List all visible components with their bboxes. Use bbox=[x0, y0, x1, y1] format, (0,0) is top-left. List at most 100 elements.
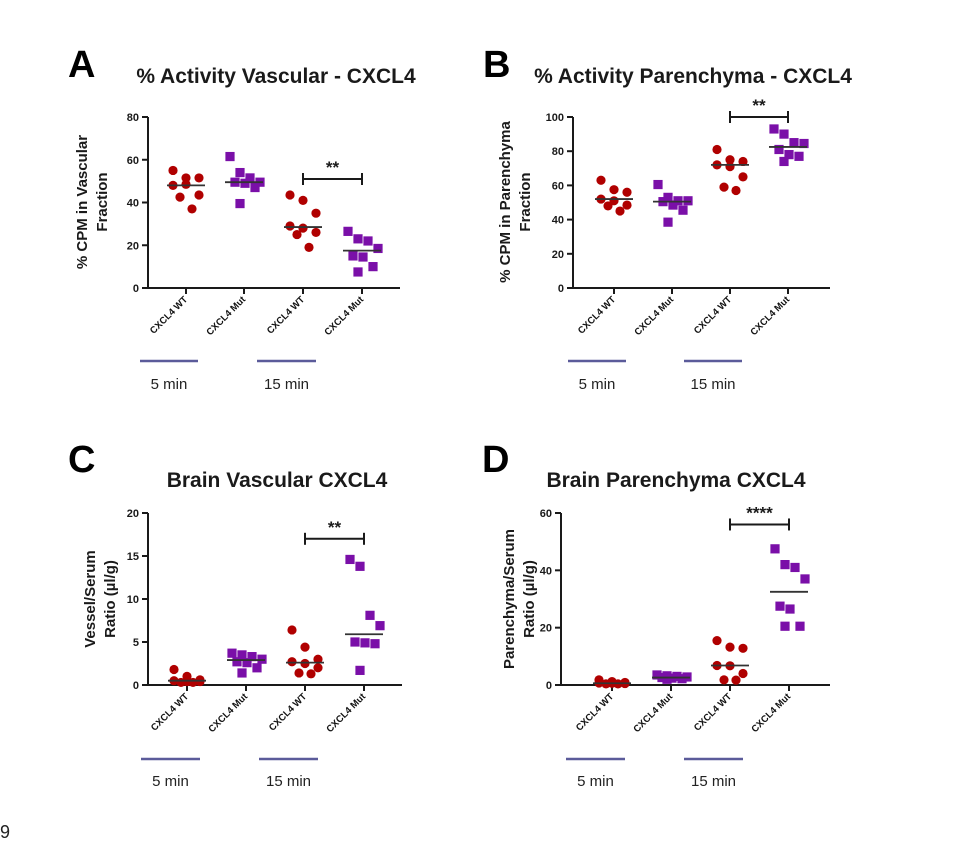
data-point bbox=[169, 664, 179, 675]
chart-title: Brain Vascular CXCL4 bbox=[167, 469, 388, 492]
data-point bbox=[252, 663, 262, 673]
data-point bbox=[358, 252, 368, 262]
y-axis-label: Fraction bbox=[517, 172, 534, 231]
group-label: 5 min bbox=[577, 773, 614, 790]
data-point bbox=[232, 657, 242, 667]
data-point bbox=[794, 151, 804, 161]
x-tick-label: CXCL4 WT bbox=[265, 294, 307, 336]
data-point bbox=[725, 642, 735, 652]
data-point bbox=[795, 621, 805, 631]
x-tick-label: CXCL4 Mut bbox=[323, 294, 367, 338]
data-point bbox=[738, 156, 748, 167]
chart-title: % Activity Parenchyma - CXCL4 bbox=[534, 65, 852, 88]
data-point bbox=[622, 187, 632, 197]
data-point bbox=[725, 161, 735, 172]
x-tick-label: CXCL4 WT bbox=[574, 691, 616, 733]
data-point bbox=[311, 227, 321, 238]
data-point bbox=[237, 650, 247, 660]
data-point bbox=[181, 179, 191, 189]
x-tick-label: CXCL4 Mut bbox=[633, 294, 677, 338]
group-label: 5 min bbox=[579, 376, 616, 393]
data-point bbox=[355, 561, 365, 571]
group-label: 15 min bbox=[264, 376, 309, 393]
data-point bbox=[294, 668, 304, 678]
data-point bbox=[738, 172, 748, 182]
significance-label: **** bbox=[746, 503, 773, 522]
data-point bbox=[345, 554, 355, 565]
data-point bbox=[712, 144, 722, 155]
data-point bbox=[775, 601, 785, 611]
data-point bbox=[738, 643, 748, 653]
data-point bbox=[168, 165, 178, 176]
x-tick-label: CXCL4 WT bbox=[149, 691, 191, 733]
x-tick-label: CXCL4 Mut bbox=[205, 294, 249, 338]
group-label: 15 min bbox=[691, 773, 736, 790]
significance-label: ** bbox=[328, 518, 342, 537]
data-point bbox=[677, 674, 687, 684]
y-tick-label: 40 bbox=[540, 565, 552, 577]
x-tick-label: CXCL4 Mut bbox=[750, 691, 794, 735]
data-point bbox=[225, 151, 235, 162]
y-tick-label: 10 bbox=[127, 594, 139, 606]
panel-b: B % Activity Parenchyma - CXCL4 % CPM in P… bbox=[483, 44, 852, 393]
y-tick-label: 60 bbox=[552, 180, 564, 192]
y-tick-label: 5 bbox=[133, 637, 139, 649]
data-point bbox=[779, 156, 789, 167]
data-point bbox=[780, 621, 790, 631]
y-tick-label: 40 bbox=[552, 215, 564, 227]
y-tick-label: 60 bbox=[540, 508, 552, 520]
data-point bbox=[373, 243, 383, 254]
x-tick-label: CXCL4 WT bbox=[692, 294, 734, 336]
y-axis-label: Ratio (µl/g) bbox=[102, 560, 119, 638]
significance-label: ** bbox=[326, 158, 340, 177]
panel-letter: B bbox=[483, 44, 510, 86]
data-point bbox=[719, 675, 729, 685]
data-point bbox=[187, 204, 197, 214]
y-tick-label: 40 bbox=[127, 198, 139, 210]
data-point bbox=[731, 185, 741, 196]
y-tick-label: 80 bbox=[127, 112, 139, 124]
data-point bbox=[370, 639, 380, 649]
x-tick-label: CXCL4 WT bbox=[692, 691, 734, 733]
y-axis-label: Ratio (µl/g) bbox=[521, 560, 538, 638]
data-point bbox=[738, 668, 748, 679]
data-point bbox=[725, 155, 735, 165]
data-point bbox=[769, 124, 779, 134]
data-point bbox=[311, 208, 321, 218]
data-point bbox=[176, 677, 186, 688]
data-point bbox=[235, 198, 245, 209]
data-point bbox=[292, 229, 302, 240]
data-point bbox=[285, 190, 295, 200]
data-point bbox=[668, 200, 678, 210]
data-point bbox=[678, 205, 688, 215]
data-point bbox=[313, 654, 323, 664]
data-point bbox=[194, 190, 204, 200]
data-point bbox=[784, 150, 794, 160]
data-point bbox=[780, 560, 790, 570]
panel-c: C Brain Vascular CXCL4 Vessel/Serum Ratio (… bbox=[68, 439, 402, 790]
data-point bbox=[285, 221, 295, 231]
data-point bbox=[188, 677, 198, 688]
y-tick-label: 15 bbox=[127, 551, 139, 563]
data-point bbox=[235, 167, 245, 178]
data-point bbox=[304, 242, 314, 252]
data-point bbox=[360, 638, 370, 648]
y-tick-label: 0 bbox=[133, 680, 139, 692]
y-axis-label: Fraction bbox=[94, 172, 111, 231]
data-point bbox=[653, 179, 663, 190]
data-point bbox=[306, 669, 316, 679]
y-axis-label: % CPM in Vascular bbox=[74, 135, 91, 269]
y-tick-label: 80 bbox=[552, 146, 564, 158]
y-tick-label: 20 bbox=[540, 623, 552, 635]
y-axis-label: Vessel/Serum bbox=[82, 550, 99, 648]
data-point bbox=[799, 138, 809, 149]
group-label: 5 min bbox=[152, 773, 189, 790]
x-tick-label: CXCL4 WT bbox=[148, 294, 190, 336]
data-point bbox=[227, 648, 237, 658]
panel-a: A % Activity Vascular - CXCL4 % CPM in Vas… bbox=[68, 44, 416, 393]
group-label: 5 min bbox=[151, 376, 188, 393]
data-point bbox=[712, 635, 722, 646]
data-point bbox=[363, 236, 373, 246]
data-point bbox=[596, 175, 606, 185]
